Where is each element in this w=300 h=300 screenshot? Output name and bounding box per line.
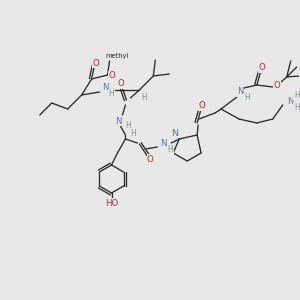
Text: O: O bbox=[147, 154, 154, 164]
Text: H: H bbox=[244, 92, 250, 101]
Text: H: H bbox=[126, 121, 131, 130]
Text: O: O bbox=[108, 71, 115, 80]
Text: O: O bbox=[199, 101, 206, 110]
Text: N: N bbox=[160, 139, 166, 148]
Text: H: H bbox=[167, 146, 173, 154]
Text: HO: HO bbox=[105, 200, 118, 208]
Text: O: O bbox=[273, 82, 280, 91]
Text: H: H bbox=[294, 91, 300, 100]
Text: N: N bbox=[102, 83, 109, 92]
Text: O: O bbox=[92, 58, 99, 68]
Text: O: O bbox=[259, 64, 265, 73]
Text: N: N bbox=[115, 116, 122, 125]
Text: H: H bbox=[142, 94, 147, 103]
Text: O: O bbox=[117, 80, 124, 88]
Text: H: H bbox=[130, 128, 136, 137]
Text: N: N bbox=[171, 130, 178, 139]
Text: H: H bbox=[109, 89, 114, 98]
Text: H: H bbox=[294, 103, 300, 112]
Text: methyl: methyl bbox=[106, 53, 129, 59]
Text: N: N bbox=[287, 97, 294, 106]
Text: N: N bbox=[237, 88, 243, 97]
